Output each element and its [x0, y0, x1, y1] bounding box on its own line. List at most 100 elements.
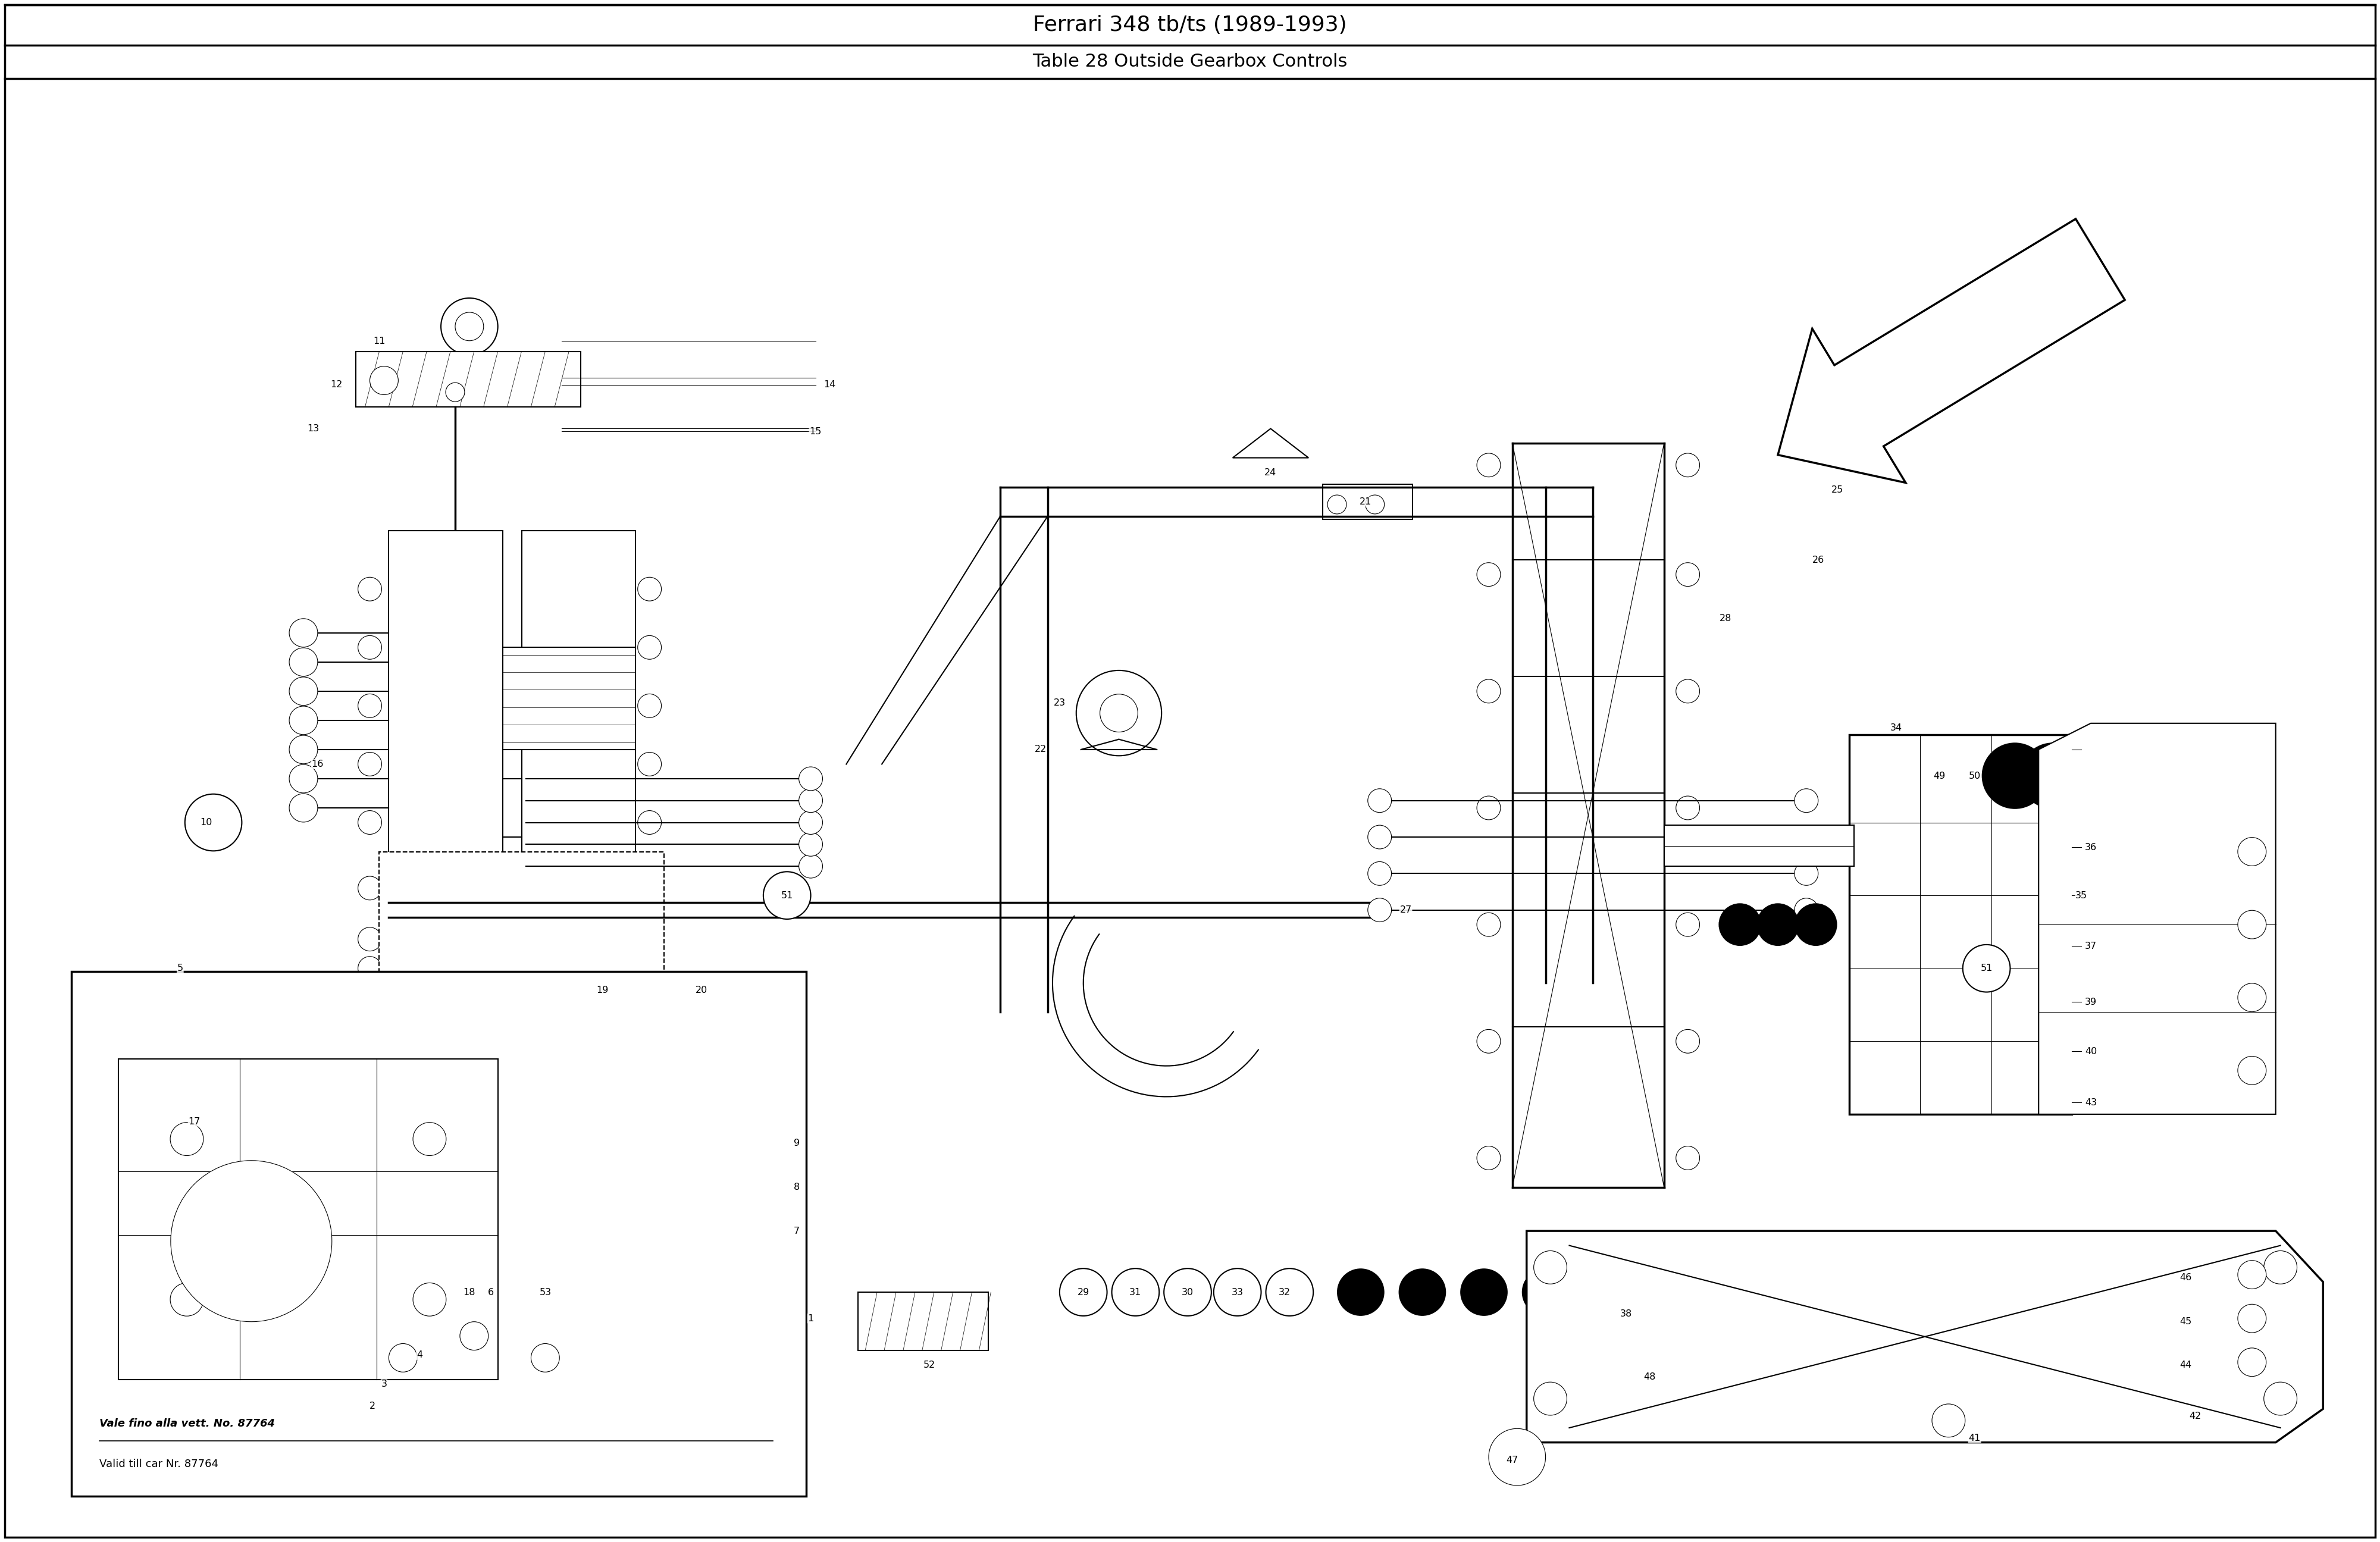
- Text: 20: 20: [695, 985, 707, 995]
- Circle shape: [1533, 1251, 1566, 1284]
- Circle shape: [800, 766, 823, 791]
- Bar: [388, 998, 664, 1143]
- Circle shape: [1478, 796, 1499, 820]
- Circle shape: [1718, 904, 1761, 945]
- Circle shape: [290, 765, 317, 793]
- Bar: [71, 971, 807, 1496]
- Text: Ferrari 348 tb/ts (1989-1993): Ferrari 348 tb/ts (1989-1993): [1033, 15, 1347, 35]
- Circle shape: [1676, 796, 1699, 820]
- Circle shape: [1478, 680, 1499, 703]
- Circle shape: [638, 577, 662, 601]
- Circle shape: [369, 367, 397, 395]
- Text: Table 28 Outside Gearbox Controls: Table 28 Outside Gearbox Controls: [1033, 54, 1347, 71]
- Text: 48: 48: [1645, 1372, 1656, 1382]
- Text: 37: 37: [2085, 942, 2097, 951]
- Circle shape: [1488, 1428, 1545, 1485]
- Circle shape: [357, 876, 381, 901]
- Text: 21: 21: [1359, 497, 1371, 506]
- Circle shape: [1795, 862, 1818, 885]
- Circle shape: [1059, 1269, 1107, 1315]
- Circle shape: [1676, 1030, 1699, 1053]
- Circle shape: [290, 794, 317, 822]
- Text: 35: 35: [2075, 891, 2087, 901]
- Circle shape: [2237, 1056, 2266, 1084]
- Text: 41: 41: [1968, 1434, 1980, 1442]
- Text: 43: 43: [2085, 1098, 2097, 1107]
- Text: 18: 18: [464, 1288, 476, 1297]
- Circle shape: [1676, 1146, 1699, 1170]
- Circle shape: [357, 811, 381, 834]
- Circle shape: [2237, 1348, 2266, 1377]
- Text: 19: 19: [595, 985, 609, 995]
- Bar: [1323, 484, 1414, 520]
- Circle shape: [2263, 1382, 2297, 1416]
- Circle shape: [414, 1283, 445, 1315]
- Text: 5: 5: [176, 964, 183, 973]
- Circle shape: [357, 927, 381, 951]
- Text: 13: 13: [307, 424, 319, 433]
- Circle shape: [800, 833, 823, 856]
- Text: 39: 39: [2085, 998, 2097, 1007]
- Text: 10: 10: [200, 817, 212, 827]
- Circle shape: [800, 790, 823, 813]
- Text: 40: 40: [2085, 1047, 2097, 1056]
- Circle shape: [1676, 680, 1699, 703]
- Bar: [859, 1292, 988, 1351]
- Text: 28: 28: [1721, 614, 1733, 623]
- Circle shape: [171, 1123, 202, 1155]
- Text: 29: 29: [1078, 1288, 1090, 1297]
- Text: 53: 53: [540, 1288, 552, 1297]
- Text: 36: 36: [2085, 843, 2097, 851]
- Circle shape: [2237, 1260, 2266, 1289]
- Circle shape: [1756, 904, 1799, 945]
- Text: 23: 23: [1054, 699, 1066, 708]
- Circle shape: [1478, 913, 1499, 936]
- Circle shape: [1933, 1403, 1966, 1437]
- Circle shape: [1338, 1269, 1385, 1315]
- Text: 12: 12: [331, 381, 343, 389]
- Circle shape: [638, 811, 662, 834]
- Circle shape: [290, 618, 317, 648]
- Circle shape: [290, 706, 317, 734]
- Circle shape: [1100, 694, 1138, 732]
- Circle shape: [1573, 1269, 1621, 1315]
- Bar: [1664, 825, 1854, 867]
- Circle shape: [171, 1283, 202, 1315]
- Circle shape: [459, 1321, 488, 1351]
- Circle shape: [638, 927, 662, 951]
- Circle shape: [1983, 743, 2049, 810]
- Circle shape: [171, 1081, 209, 1118]
- Circle shape: [2237, 837, 2266, 867]
- Text: 25: 25: [1830, 486, 1842, 495]
- Circle shape: [455, 313, 483, 341]
- Circle shape: [1521, 1269, 1568, 1315]
- Circle shape: [1478, 563, 1499, 586]
- Text: 52: 52: [923, 1360, 935, 1369]
- Circle shape: [1795, 790, 1818, 813]
- Text: 38: 38: [1621, 1309, 1633, 1318]
- Bar: [502, 648, 635, 749]
- Circle shape: [2021, 743, 2085, 810]
- Text: 42: 42: [2190, 1412, 2202, 1420]
- Circle shape: [764, 871, 812, 919]
- Bar: [378, 851, 664, 1019]
- Circle shape: [1164, 1269, 1211, 1315]
- Circle shape: [1673, 1269, 1721, 1315]
- Text: Vale fino alla vett. No. 87764: Vale fino alla vett. No. 87764: [100, 1419, 276, 1429]
- Circle shape: [1795, 904, 1837, 945]
- Circle shape: [1368, 897, 1392, 922]
- Text: 34: 34: [1890, 723, 1902, 732]
- Polygon shape: [2040, 723, 2275, 1115]
- Text: 3: 3: [381, 1380, 388, 1388]
- Circle shape: [2237, 910, 2266, 939]
- Circle shape: [638, 956, 662, 981]
- Circle shape: [800, 811, 823, 834]
- Circle shape: [1676, 563, 1699, 586]
- Text: 14: 14: [823, 381, 835, 389]
- Bar: [119, 1059, 497, 1380]
- Text: 17: 17: [188, 1116, 200, 1126]
- Text: 9: 9: [793, 1140, 800, 1147]
- Text: 16: 16: [312, 760, 324, 768]
- Circle shape: [1399, 1269, 1447, 1315]
- Circle shape: [2263, 1251, 2297, 1284]
